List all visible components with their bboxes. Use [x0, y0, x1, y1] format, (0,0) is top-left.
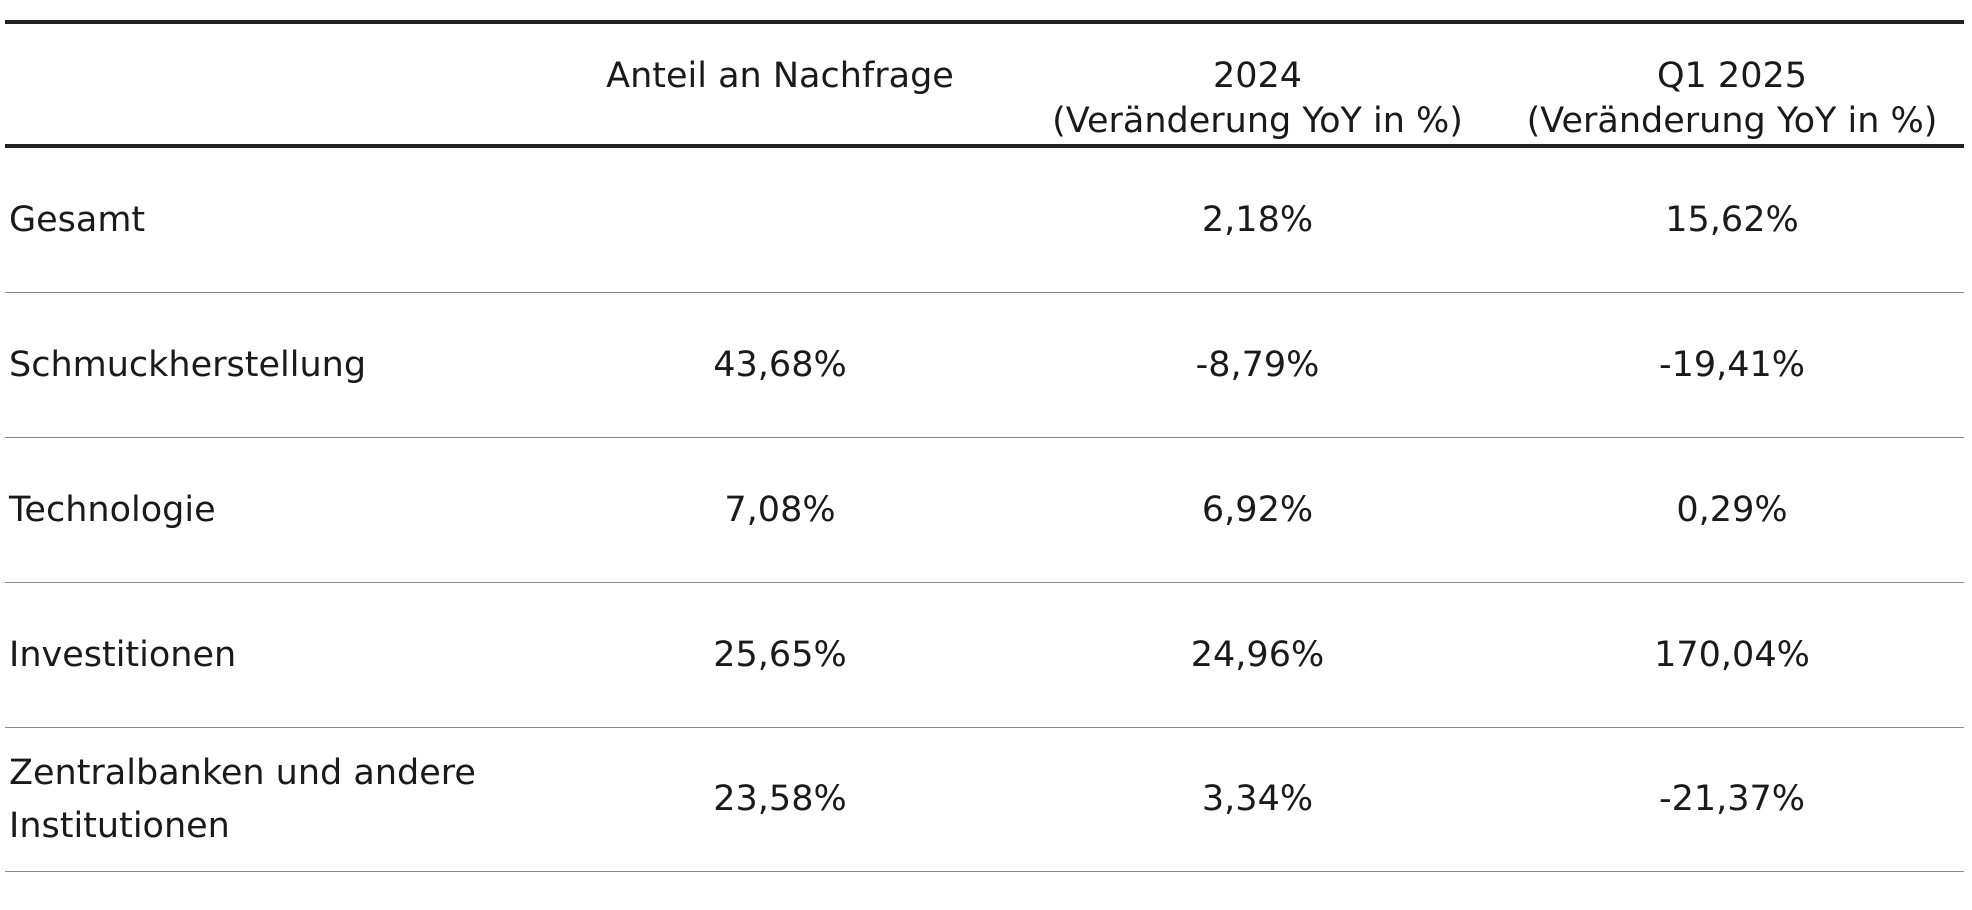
change-2024-cell: -8,79% — [1015, 292, 1500, 438]
table-row: Gesamt 2,18% 15,62% — [5, 146, 1964, 293]
share-cell: 25,65% — [545, 582, 1015, 728]
row-label: Investitionen — [5, 582, 545, 728]
row-label-line-2: Institutionen — [9, 805, 230, 846]
table-header: Anteil an Nachfrage 2024 (Veränderung Yo… — [5, 22, 1964, 146]
header-2024-line-2: (Veränderung YoY in %) — [1052, 101, 1463, 141]
share-cell: 7,08% — [545, 437, 1015, 583]
table-body: Gesamt 2,18% 15,62% Schmuckherstellung 4… — [5, 146, 1964, 872]
header-2024-line-1: 2024 — [1212, 56, 1303, 96]
header-label-column — [5, 22, 545, 146]
gold-demand-table: Anteil an Nachfrage 2024 (Veränderung Yo… — [5, 20, 1964, 872]
table-row: Investitionen 25,65% 24,96% 170,04% — [5, 582, 1964, 728]
change-q1-2025-cell: -21,37% — [1500, 727, 1964, 872]
header-2024-column: 2024 (Veränderung YoY in %) — [1015, 22, 1500, 146]
header-q1-2025-line-2: (Veränderung YoY in %) — [1526, 101, 1938, 141]
table-row: Technologie 7,08% 6,92% 0,29% — [5, 437, 1964, 583]
header-row: Anteil an Nachfrage 2024 (Veränderung Yo… — [5, 22, 1964, 146]
change-2024-cell: 2,18% — [1015, 146, 1500, 293]
header-q1-2025-line-1: Q1 2025 — [1656, 56, 1807, 96]
change-2024-cell: 6,92% — [1015, 437, 1500, 583]
row-label: Zentralbanken und andere Institutionen — [5, 727, 545, 872]
row-label: Gesamt — [5, 146, 545, 293]
change-2024-cell: 24,96% — [1015, 582, 1500, 728]
demand-table-container: Anteil an Nachfrage 2024 (Veränderung Yo… — [5, 20, 1964, 872]
share-cell: 23,58% — [545, 727, 1015, 872]
change-q1-2025-cell: 0,29% — [1500, 437, 1964, 583]
row-label-line-1: Zentralbanken und andere — [9, 752, 476, 793]
header-share-line-1: Anteil an Nachfrage — [606, 56, 954, 96]
change-q1-2025-cell: 170,04% — [1500, 582, 1964, 728]
share-cell: 43,68% — [545, 292, 1015, 438]
change-q1-2025-cell: -19,41% — [1500, 292, 1964, 438]
table-row: Zentralbanken und andere Institutionen 2… — [5, 727, 1964, 872]
header-q1-2025-column: Q1 2025 (Veränderung YoY in %) — [1500, 22, 1964, 146]
change-2024-cell: 3,34% — [1015, 727, 1500, 872]
header-share-column: Anteil an Nachfrage — [545, 22, 1015, 146]
row-label: Technologie — [5, 437, 545, 583]
table-row: Schmuckherstellung 43,68% -8,79% -19,41% — [5, 292, 1964, 438]
row-label: Schmuckherstellung — [5, 292, 545, 438]
change-q1-2025-cell: 15,62% — [1500, 146, 1964, 293]
share-cell — [545, 146, 1015, 293]
